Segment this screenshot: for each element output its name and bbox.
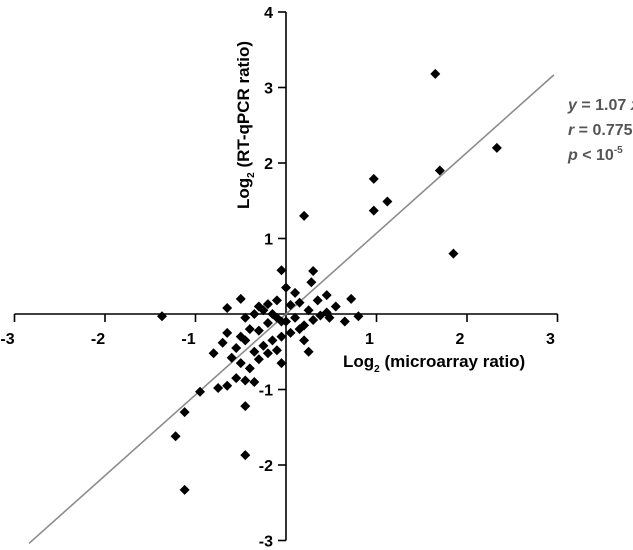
data-point [217,337,228,348]
data-point [303,346,314,357]
data-point [294,297,305,308]
data-point [253,354,264,365]
data-point [430,68,441,79]
data-point [195,386,206,397]
data-point [240,335,251,346]
data-points [157,68,502,495]
x-axis-title: Log2 (microarray ratio) [343,352,525,375]
data-point [448,248,459,259]
data-point [434,165,445,176]
data-point [240,312,251,323]
data-point [262,299,273,310]
data-point [240,375,251,386]
data-point [285,299,296,310]
data-point [339,316,350,327]
data-point [312,295,323,306]
p-value: p < 10-5 [567,145,623,164]
data-point [267,309,278,319]
regression-line [28,74,555,545]
regression-equation: y = 1.07 x [567,97,633,114]
data-point [290,312,301,323]
data-point [321,290,332,301]
data-point [179,484,190,495]
data-point [249,376,260,387]
data-point [170,431,181,442]
x-tick-label: 3 [546,331,555,348]
y-tick-label: 4 [264,5,273,22]
data-point [276,331,287,342]
data-point [368,205,379,216]
y-tick-label: -1 [259,383,273,400]
data-point [271,295,282,306]
data-point [240,450,251,461]
data-point [222,327,233,338]
x-tick-label: 2 [456,331,465,348]
data-point [299,210,310,221]
data-point [299,335,310,346]
x-tick-label: 1 [365,331,374,348]
data-point [262,318,273,329]
data-point [306,277,317,288]
data-point [253,325,264,336]
data-point [258,305,269,316]
data-point [179,407,190,418]
x-tick-label: -1 [181,331,195,348]
data-point [222,302,233,313]
data-point [491,142,502,153]
data-point [276,265,287,276]
data-point [294,324,305,335]
data-point [157,311,168,322]
data-point [271,345,282,356]
data-point [303,305,314,316]
data-point [244,324,255,335]
fit-statistics: y = 1.07 x r = 0.775 p < 10-5 [567,97,633,164]
data-point [235,358,246,369]
data-point [222,380,233,391]
data-point [281,282,291,293]
data-point [249,309,260,319]
data-point [235,293,246,304]
data-point [208,348,219,359]
data-point [330,301,341,312]
data-point [346,293,357,304]
y-tick-label: 2 [264,156,273,173]
data-point [321,307,332,318]
data-point [249,346,260,357]
data-point [244,363,255,374]
y-axis-title: Log2 (RT-qPCR ratio) [234,41,257,209]
data-point [267,335,278,346]
axes: -3 -2 -1 1 2 3 -3 -2 -1 1 2 3 4 [0,5,559,550]
data-point [368,173,379,184]
y-tick-label: -3 [259,534,273,550]
data-point [285,327,296,338]
data-point [308,315,319,326]
data-point [308,265,319,276]
data-point [276,316,287,327]
data-point [258,340,269,351]
y-tick-label: -2 [259,458,273,475]
data-point [276,358,287,369]
data-point [231,342,242,353]
data-point [290,287,301,298]
data-point [231,373,242,384]
x-tick-label: -3 [0,331,14,348]
data-point [262,348,273,359]
x-axis-ticks: -3 -2 -1 1 2 3 [0,314,559,348]
x-tick-label: -2 [91,331,105,348]
y-axis-ticks: -3 -2 -1 1 2 3 4 [259,5,286,550]
data-point [240,401,251,412]
correlation-coefficient: r = 0.775 [568,122,633,139]
data-point [353,311,364,322]
data-point [226,352,237,363]
data-point [382,196,393,207]
data-point [213,382,224,393]
y-tick-label: 3 [264,81,273,98]
y-tick-label: 1 [264,232,273,249]
